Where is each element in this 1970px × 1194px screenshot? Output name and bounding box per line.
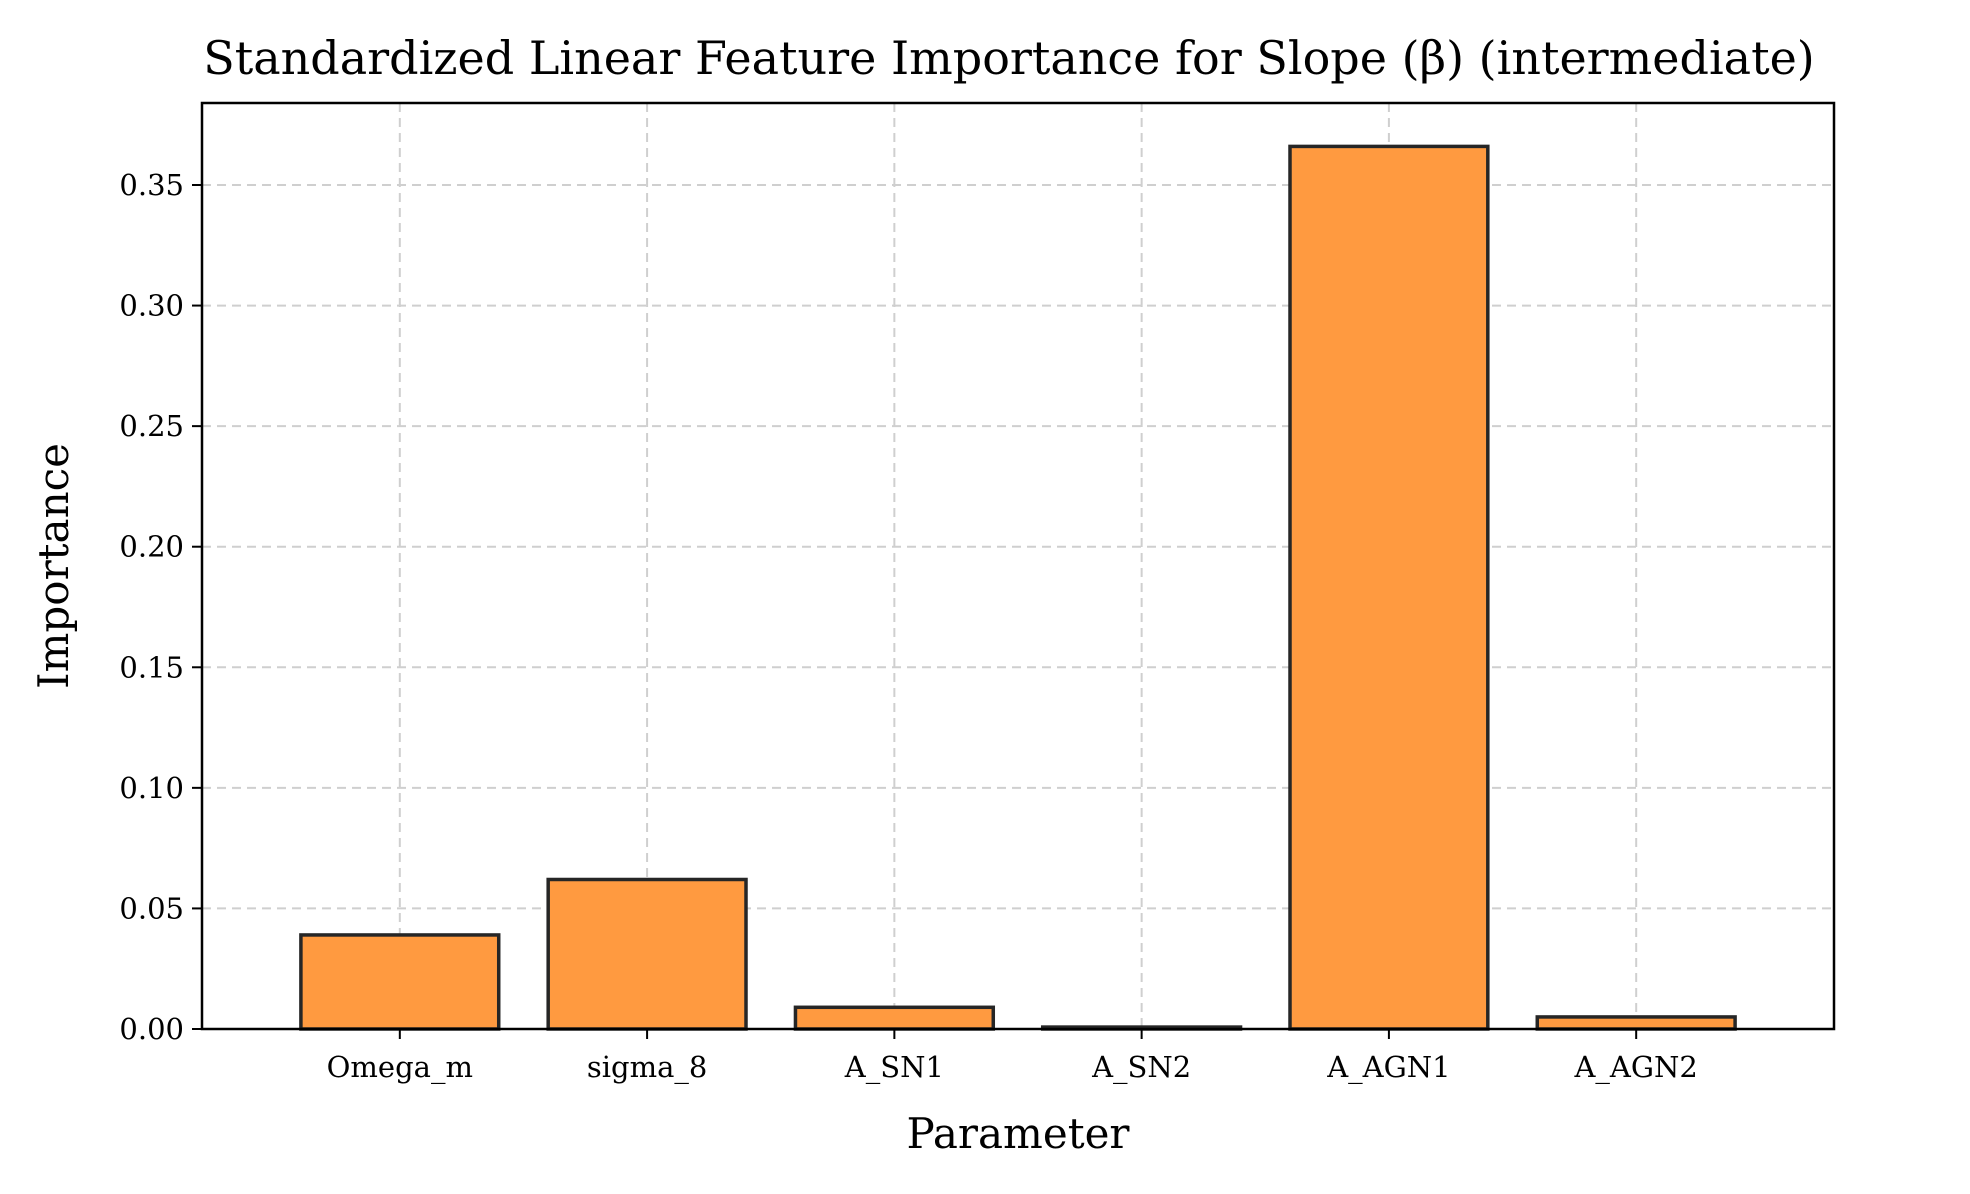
chart-title: Standardized Linear Feature Importance f… <box>203 31 1815 85</box>
y-tick-label: 0.20 <box>119 530 184 564</box>
bar-a-agn1 <box>1288 144 1490 1031</box>
x-tick-label: A_SN1 <box>844 1050 944 1085</box>
y-axis-label: Importance <box>29 443 78 689</box>
plot-frame <box>200 101 1836 1031</box>
y-tick-label: 0.05 <box>119 891 184 925</box>
x-tick-label: A_AGN1 <box>1326 1050 1450 1085</box>
y-tick-label: 0.10 <box>119 771 184 805</box>
y-tick-label: 0.25 <box>119 409 184 443</box>
x-tick-label: A_AGN2 <box>1573 1050 1697 1085</box>
y-tick-label: 0.30 <box>119 289 184 323</box>
bars <box>299 144 1737 1031</box>
bar-sigma-8 <box>546 877 748 1031</box>
y-axis: 0.00 0.05 0.10 0.15 0.20 0.25 0.30 0.35 <box>119 168 202 1046</box>
y-tick-label: 0.00 <box>119 1012 184 1046</box>
grid <box>202 103 1834 1029</box>
x-tick-label: sigma_8 <box>587 1050 707 1085</box>
bar-a-sn1 <box>793 1005 996 1031</box>
y-tick-label: 0.35 <box>119 168 184 202</box>
x-tick-label: Omega_m <box>327 1050 473 1085</box>
y-tick-label: 0.15 <box>119 650 184 684</box>
bar-omega-m <box>299 933 501 1031</box>
x-tick-label: A_SN2 <box>1091 1050 1191 1085</box>
bar-a-agn2 <box>1535 1015 1737 1031</box>
x-axis-label: Parameter <box>906 1109 1130 1158</box>
x-axis: Omega_m sigma_8 A_SN1 A_SN2 A_AGN1 A_AGN2 <box>327 1029 1698 1085</box>
